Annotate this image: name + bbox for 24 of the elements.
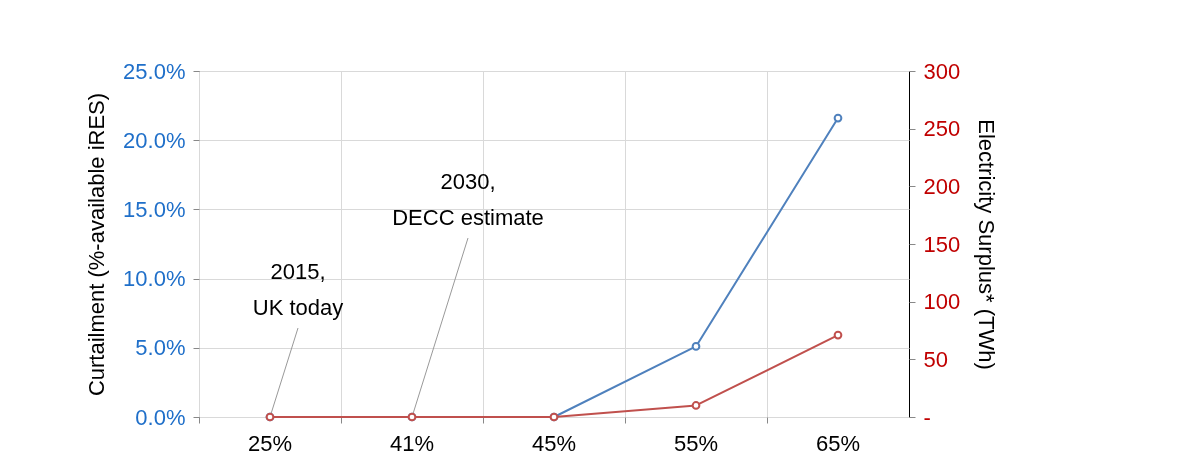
y-axis-title: Curtailment (%-available iRES) bbox=[84, 92, 110, 397]
x-tick-label: 41% bbox=[389, 430, 435, 456]
y2-tick-label: 300 bbox=[923, 58, 961, 84]
point bbox=[691, 401, 701, 410]
point bbox=[833, 330, 843, 340]
y2-tick-label: 100 bbox=[923, 289, 961, 315]
y-tick-label: 10.0% bbox=[123, 266, 186, 292]
x-tick-label: 55% bbox=[673, 430, 719, 456]
x-tick-label: 45% bbox=[531, 430, 577, 456]
y2-tick-label: 150 bbox=[923, 231, 961, 257]
y-tick-label: 15.0% bbox=[123, 196, 186, 222]
x-tick-label: 25% bbox=[247, 430, 293, 456]
y2-tick-label: 250 bbox=[923, 116, 961, 142]
y2-tick-label: 50 bbox=[923, 346, 948, 372]
annotation: 2015, UK today bbox=[252, 259, 344, 320]
y2-tick-label: 200 bbox=[923, 173, 961, 199]
annotation: 2030, DECC estimate bbox=[392, 169, 544, 230]
y-tick-label: 0.0% bbox=[135, 404, 186, 430]
y-tick-label: 25.0% bbox=[123, 58, 186, 84]
x-tick-label: 65% bbox=[815, 430, 861, 456]
y-tick-label: 5.0% bbox=[135, 335, 186, 361]
y2-axis-title: Electricity Surplus* (TWh) bbox=[974, 119, 1000, 370]
y2-tick-label: - bbox=[923, 404, 931, 430]
y-tick-label: 20.0% bbox=[123, 127, 186, 153]
